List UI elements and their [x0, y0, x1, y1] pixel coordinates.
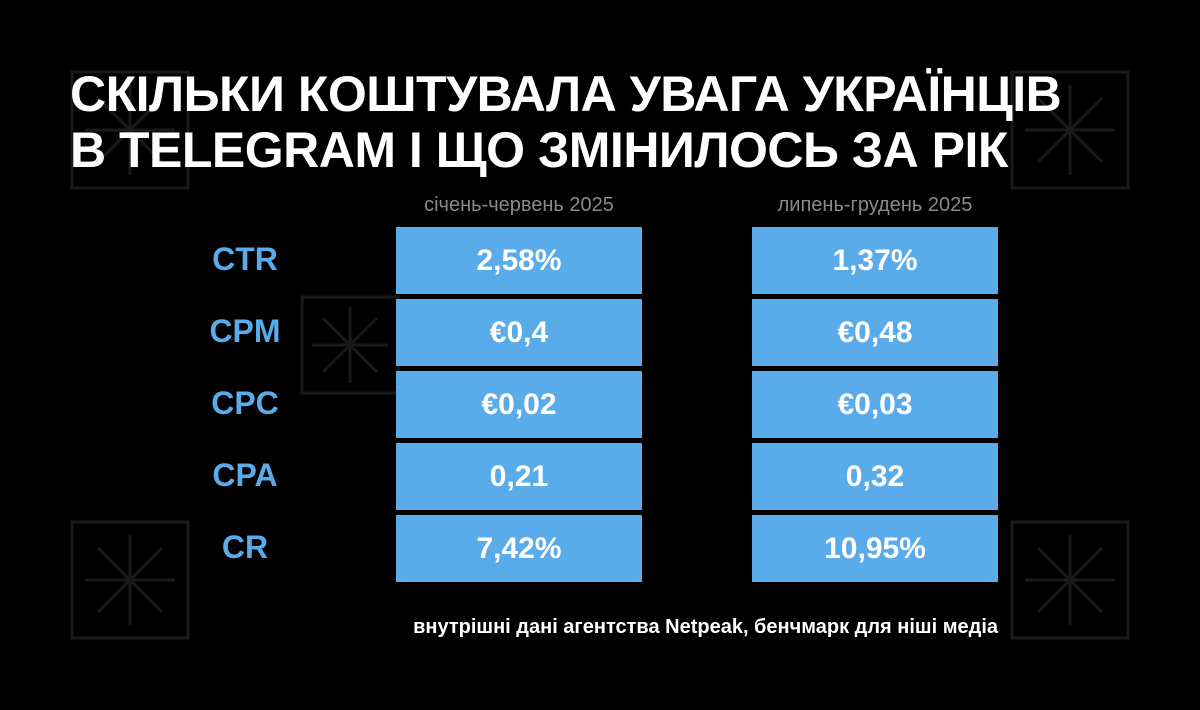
row-label: CPM	[209, 313, 281, 349]
value-cell: 0,21	[396, 443, 642, 510]
decoration	[70, 520, 190, 640]
row-label: CTR	[212, 241, 278, 277]
row-label: CR	[221, 529, 269, 565]
row-label: CPC	[211, 385, 279, 421]
column-header: січень-червень 2025	[424, 194, 614, 216]
column-header: липень-грудень 2025	[777, 194, 973, 216]
value-cell: 0,32	[752, 443, 998, 510]
value-cell: 2,58%	[396, 227, 642, 294]
title-line: СКІЛЬКИ КОШТУВАЛА УВАГА УКРАЇНЦІВ	[70, 66, 1062, 122]
value-cell: €0,4	[396, 299, 642, 366]
row-label: CPA	[212, 457, 278, 493]
value-cell: 7,42%	[396, 515, 642, 582]
value-cell: 1,37%	[752, 227, 998, 294]
value-cell: 10,95%	[752, 515, 998, 582]
value-cell: €0,03	[752, 371, 998, 438]
title-line: В TELEGRAM І ЩО ЗМІНИЛОСЬ ЗА РІК	[70, 122, 1008, 178]
decoration	[70, 70, 190, 190]
decoration	[1010, 70, 1130, 190]
footnote: внутрішні дані агентства Netpeak, бенчма…	[413, 616, 998, 638]
decoration	[1010, 520, 1130, 640]
value-cell: €0,48	[752, 299, 998, 366]
value-cell: €0,02	[396, 371, 642, 438]
